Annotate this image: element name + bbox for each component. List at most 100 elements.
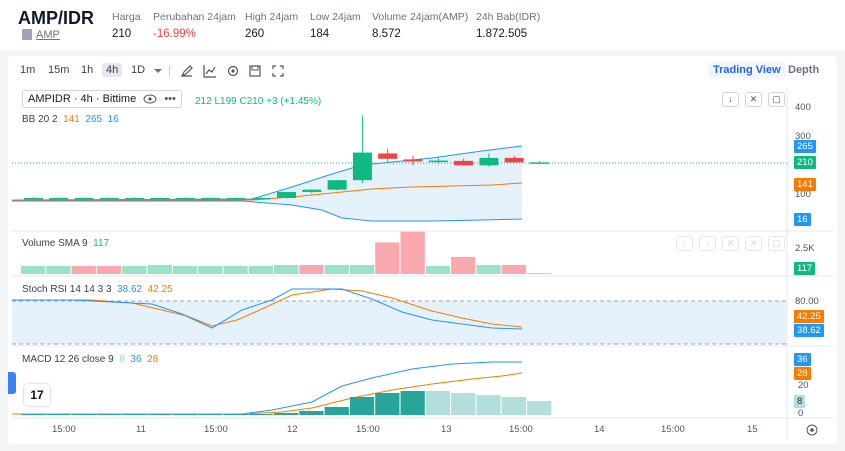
macd-hist-bar <box>147 414 172 415</box>
chart-toolbar: 1m 15m 1h 4h 1D Trading View Depth <box>8 56 837 86</box>
stat-high: High 24jam 260 <box>245 11 299 40</box>
volume-bar <box>349 265 375 274</box>
more-options-icon[interactable]: ••• <box>164 93 176 105</box>
timeframe-1d[interactable]: 1D <box>131 64 146 76</box>
gear-icon[interactable] <box>226 64 240 78</box>
volume-bar <box>400 231 425 274</box>
price-tick: 400 <box>795 102 811 113</box>
volume-bar <box>96 265 122 274</box>
macd-hist-bar <box>96 414 122 415</box>
drawing-pen-icon[interactable] <box>180 64 194 78</box>
bb-lower-badge: 16 <box>794 213 811 226</box>
macd-badge: 36 <box>794 353 811 366</box>
tab-trading-view[interactable]: Trading View <box>708 62 786 78</box>
volume-bar <box>274 265 299 274</box>
timeframe-4h[interactable]: 4h <box>102 63 123 77</box>
side-panel-toggle[interactable] <box>8 372 16 394</box>
time-tick: 15:00 <box>661 424 685 435</box>
chart-area[interactable]: AMPIDR · 4h · Bittime ••• 212 L199 C210 … <box>12 88 833 440</box>
volume-legend: Volume SMA 9 117 <box>22 238 110 249</box>
symbol-legend[interactable]: AMPIDR · 4h · Bittime ••• <box>22 90 182 108</box>
candle-body <box>479 157 499 166</box>
vol-move-up-button[interactable]: ↑ <box>676 236 693 251</box>
volume-bar <box>223 265 248 274</box>
candle-body <box>175 197 195 200</box>
stoch-legend: Stoch RSI 14 14 3 3 38.62 42.25 <box>22 284 173 295</box>
vol-maximize-button[interactable]: ▢ <box>768 236 785 251</box>
volume-bar <box>451 256 476 274</box>
macd-signal-line <box>12 372 523 415</box>
indicators-icon[interactable] <box>203 64 217 78</box>
macd-tick: 0 <box>798 408 804 419</box>
candle-body <box>226 197 246 200</box>
macd-hist-bar <box>248 414 273 415</box>
bb-upper-badge: 265 <box>794 140 816 153</box>
macd-hist-bar <box>299 411 324 415</box>
eye-icon[interactable] <box>143 94 157 104</box>
bb-band-fill <box>12 146 522 221</box>
macd-hist-bar <box>223 414 248 415</box>
volume-bar <box>147 265 172 274</box>
time-tick: 13 <box>441 424 452 435</box>
candle-body <box>125 197 145 200</box>
coin-link[interactable]: AMP <box>36 29 60 41</box>
macd-hist-bar <box>274 413 299 415</box>
candle-body <box>24 197 43 200</box>
settings-gear-icon[interactable] <box>805 423 819 437</box>
candle-body <box>302 189 322 193</box>
time-tick: 15:00 <box>52 424 76 435</box>
candle-body <box>454 160 474 166</box>
volume-bar <box>324 265 349 274</box>
chart-canvas[interactable] <box>12 88 833 440</box>
chevron-down-icon[interactable] <box>151 64 165 78</box>
vol-delete-button[interactable]: ✕ <box>722 236 739 251</box>
tradingview-logo: 17 <box>24 384 50 406</box>
stat-price: Harga 210 <box>112 11 141 40</box>
volume-badge: 117 <box>794 262 816 275</box>
volume-bar <box>476 265 501 274</box>
candle-body <box>530 162 549 164</box>
vol-collapse-button[interactable]: ✕ <box>745 236 762 251</box>
fullscreen-icon[interactable] <box>271 64 285 78</box>
macd-hist-bar <box>46 414 71 415</box>
price-tick: 300 <box>795 131 811 142</box>
volume-bar <box>299 265 324 274</box>
candle-body <box>251 197 271 200</box>
candle-body <box>201 197 221 200</box>
volume-bar <box>425 265 451 274</box>
pane-collapse-button[interactable]: ✕ <box>745 92 762 107</box>
bb-lower-line <box>12 200 523 222</box>
timeframe-15m[interactable]: 15m <box>48 64 70 76</box>
candle-body <box>99 197 119 200</box>
timeframe-1h[interactable]: 1h <box>81 64 94 76</box>
stoch-k-line <box>12 288 523 330</box>
pane-maximize-button[interactable]: ▢ <box>768 92 785 107</box>
volume-bar <box>527 272 552 274</box>
macd-hist-bar <box>425 391 451 415</box>
tab-depth[interactable]: Depth <box>788 64 820 76</box>
macd-tick: 20 <box>798 380 809 391</box>
time-tick: 14 <box>594 424 605 435</box>
candle-body <box>428 160 448 163</box>
stat-volume: Volume 24jam(AMP) 8.572 <box>372 11 469 40</box>
macd-hist-bar <box>501 397 526 415</box>
bb-basis-badge: 141 <box>794 178 816 191</box>
last-price-badge: 210 <box>794 156 816 169</box>
vol-move-down-button[interactable]: ↓ <box>699 236 716 251</box>
volume-bar <box>198 265 223 274</box>
macd-line <box>12 361 522 415</box>
candle-body <box>504 157 524 163</box>
pane-move-down-button[interactable]: ↓ <box>722 92 739 107</box>
macd-hist-bar <box>527 401 552 415</box>
macd-hist-bar <box>122 414 147 415</box>
save-icon[interactable] <box>248 64 262 78</box>
volume-bar <box>122 265 147 274</box>
bb-legend: BB 20 2 141 265 16 <box>22 114 119 125</box>
time-tick: 15 <box>747 424 758 435</box>
stoch-k-badge: 38.62 <box>794 324 824 337</box>
volume-bars-group <box>21 231 552 274</box>
candle-body <box>327 180 347 190</box>
timeframe-1m[interactable]: 1m <box>20 64 36 76</box>
chart-panel: 1m 15m 1h 4h 1D Trading View Depth <box>8 56 837 444</box>
macd-hist-bar <box>375 393 400 415</box>
